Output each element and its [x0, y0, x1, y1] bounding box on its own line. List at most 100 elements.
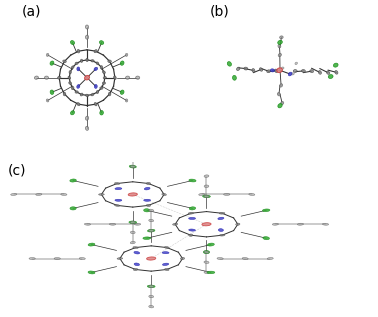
Ellipse shape: [180, 257, 184, 260]
Ellipse shape: [120, 61, 124, 65]
Ellipse shape: [130, 241, 135, 244]
Ellipse shape: [144, 187, 150, 190]
Ellipse shape: [219, 234, 225, 236]
Ellipse shape: [280, 36, 283, 39]
Ellipse shape: [147, 229, 155, 232]
Ellipse shape: [280, 101, 284, 105]
Ellipse shape: [130, 145, 135, 148]
Ellipse shape: [108, 60, 112, 62]
Ellipse shape: [130, 231, 135, 234]
Ellipse shape: [115, 199, 122, 201]
Ellipse shape: [77, 85, 80, 88]
Ellipse shape: [91, 93, 94, 96]
Ellipse shape: [219, 212, 225, 214]
Ellipse shape: [189, 234, 193, 236]
Ellipse shape: [100, 66, 102, 69]
Ellipse shape: [115, 188, 122, 190]
Ellipse shape: [108, 92, 111, 96]
Ellipse shape: [242, 257, 248, 260]
Ellipse shape: [54, 258, 60, 259]
Ellipse shape: [310, 70, 314, 73]
Ellipse shape: [224, 193, 230, 195]
Text: (c): (c): [8, 163, 26, 177]
Ellipse shape: [63, 60, 66, 62]
Ellipse shape: [204, 251, 209, 253]
Ellipse shape: [263, 237, 270, 240]
Ellipse shape: [99, 41, 104, 44]
Ellipse shape: [227, 61, 231, 66]
Ellipse shape: [270, 69, 274, 72]
Ellipse shape: [149, 305, 153, 308]
Ellipse shape: [252, 68, 255, 72]
Ellipse shape: [85, 75, 90, 80]
Ellipse shape: [85, 25, 89, 29]
Ellipse shape: [129, 165, 136, 168]
Ellipse shape: [85, 126, 89, 130]
Ellipse shape: [103, 76, 106, 79]
Ellipse shape: [189, 179, 196, 182]
Ellipse shape: [81, 59, 83, 62]
Ellipse shape: [322, 223, 328, 225]
Ellipse shape: [236, 223, 240, 225]
Ellipse shape: [204, 261, 209, 263]
Ellipse shape: [71, 111, 74, 115]
Ellipse shape: [217, 257, 223, 260]
Ellipse shape: [218, 217, 224, 220]
Ellipse shape: [80, 93, 83, 96]
Ellipse shape: [327, 71, 330, 74]
Ellipse shape: [70, 207, 76, 210]
Ellipse shape: [232, 75, 236, 80]
Ellipse shape: [85, 35, 88, 39]
Ellipse shape: [88, 243, 95, 246]
Ellipse shape: [100, 87, 103, 89]
Ellipse shape: [125, 76, 130, 79]
Ellipse shape: [129, 221, 137, 223]
Ellipse shape: [70, 41, 74, 45]
Ellipse shape: [281, 67, 284, 69]
Ellipse shape: [293, 70, 297, 72]
Ellipse shape: [71, 87, 74, 90]
Ellipse shape: [318, 71, 321, 74]
Ellipse shape: [204, 195, 209, 197]
Ellipse shape: [134, 251, 140, 254]
Ellipse shape: [96, 62, 99, 65]
Ellipse shape: [130, 165, 135, 168]
Ellipse shape: [113, 76, 116, 79]
Ellipse shape: [75, 91, 78, 93]
Ellipse shape: [68, 76, 71, 79]
Ellipse shape: [46, 53, 49, 56]
Ellipse shape: [164, 247, 169, 249]
Ellipse shape: [278, 40, 282, 44]
Ellipse shape: [75, 62, 78, 64]
Ellipse shape: [125, 99, 128, 102]
Text: (a): (a): [22, 5, 41, 19]
Ellipse shape: [203, 195, 211, 198]
Ellipse shape: [272, 223, 279, 225]
Ellipse shape: [77, 103, 80, 106]
Ellipse shape: [85, 116, 89, 120]
Ellipse shape: [11, 193, 17, 196]
Ellipse shape: [147, 285, 155, 288]
Ellipse shape: [218, 229, 223, 231]
Ellipse shape: [335, 71, 338, 74]
Ellipse shape: [149, 285, 153, 288]
Ellipse shape: [46, 99, 49, 102]
Ellipse shape: [115, 183, 120, 184]
Ellipse shape: [189, 229, 195, 231]
Ellipse shape: [70, 179, 76, 182]
Ellipse shape: [204, 271, 209, 274]
Ellipse shape: [100, 111, 103, 115]
Ellipse shape: [277, 93, 280, 96]
Ellipse shape: [149, 230, 153, 232]
Ellipse shape: [267, 257, 273, 260]
Ellipse shape: [94, 102, 97, 106]
Ellipse shape: [36, 193, 42, 196]
Ellipse shape: [295, 62, 297, 65]
Ellipse shape: [275, 69, 278, 73]
Ellipse shape: [86, 58, 88, 61]
Ellipse shape: [77, 49, 80, 53]
Ellipse shape: [94, 50, 97, 53]
Ellipse shape: [149, 295, 153, 298]
Ellipse shape: [50, 61, 54, 65]
Ellipse shape: [149, 209, 154, 212]
